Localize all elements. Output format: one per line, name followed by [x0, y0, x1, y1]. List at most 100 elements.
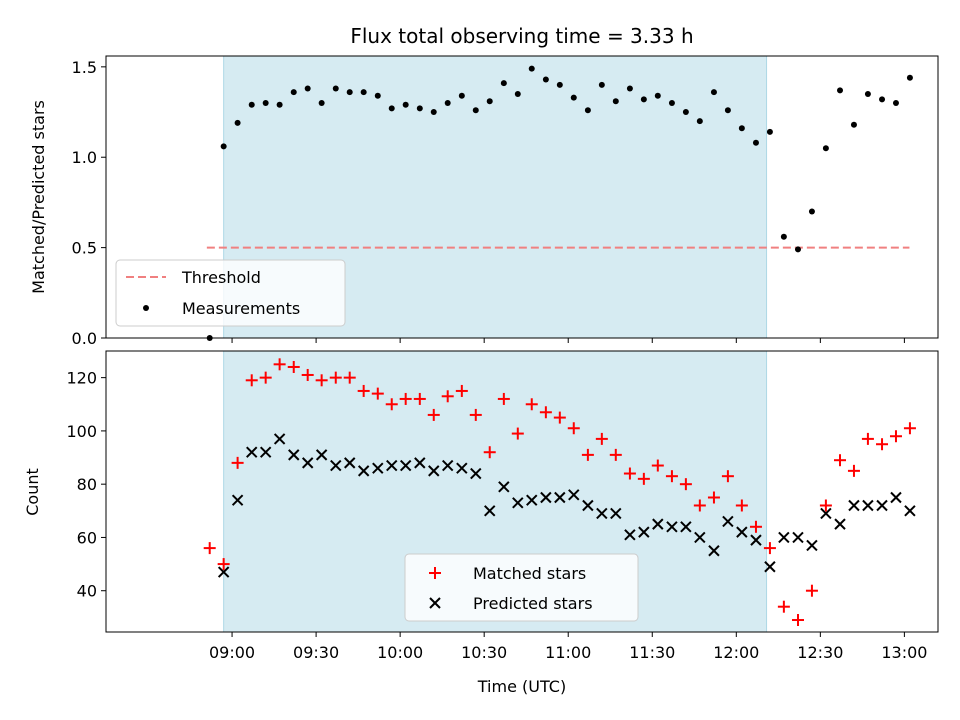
legend-matched-swatch [429, 567, 441, 579]
matched-star-point [553, 411, 566, 424]
matched-star-point [623, 467, 636, 480]
measurement-point [416, 105, 423, 112]
x-tick-label: 09:00 [209, 643, 255, 662]
measurement-point [220, 143, 227, 150]
matched-star-point [497, 392, 510, 405]
predicted-star-point [834, 518, 846, 530]
measurement-point [318, 100, 325, 106]
top-y-axis-label: Matched/Predicted stars [29, 100, 48, 294]
x-tick-label: 10:00 [377, 643, 423, 662]
y-tick-label: 120 [66, 369, 97, 388]
predicted-star-point [414, 457, 426, 469]
x-tick-label: 13:00 [881, 643, 927, 662]
legend-threshold-label: Threshold [181, 268, 261, 287]
matched-star-point [329, 371, 342, 384]
matched-star-point [399, 392, 412, 405]
matched-star-point [371, 387, 384, 400]
predicted-star-point [862, 499, 874, 512]
measurement-point [654, 92, 661, 99]
x-tick-label: 11:00 [545, 643, 591, 662]
matched-star-point [245, 374, 258, 387]
matched-star-point [469, 408, 482, 421]
measurement-point [906, 74, 913, 81]
measurement-point [668, 100, 675, 106]
predicted-star-point [666, 521, 678, 533]
matched-star-point [721, 470, 734, 483]
matched-star-point [819, 499, 832, 512]
measurement-point [542, 76, 549, 83]
predicted-star-point [876, 499, 888, 512]
bottom-axes-frame [105, 350, 939, 633]
matched-star-point [665, 470, 678, 483]
measurement-point [780, 233, 787, 240]
measurement-point [234, 119, 241, 126]
predicted-star-point [512, 497, 524, 509]
predicted-star-point [399, 459, 412, 472]
legend-measurements-swatch [143, 305, 149, 311]
matched-star-point [301, 368, 314, 381]
predicted-star-point [792, 531, 804, 544]
matched-star-point [847, 464, 860, 477]
predicted-star-point [680, 521, 692, 533]
predicted-star-point [540, 491, 552, 504]
predicted-star-point [315, 449, 328, 461]
predicted-star-point [273, 433, 286, 445]
x-tick-label: 11:30 [629, 643, 675, 662]
top-panel: 0.0 0.5 1.0 1.5 Threshold Measurements [72, 55, 939, 348]
measurement-point [528, 65, 535, 72]
predicted-star-point [778, 531, 790, 544]
predicted-star-point [652, 518, 664, 530]
matched-star-point [539, 406, 552, 419]
predicted-star-point [386, 459, 398, 472]
measurement-point [794, 246, 801, 253]
predicted-star-point [484, 505, 496, 517]
matched-star-point [511, 427, 524, 440]
measurement-point [444, 100, 451, 106]
matched-star-point [791, 614, 804, 627]
matched-star-point [259, 371, 272, 384]
measurement-point [570, 94, 577, 101]
y-tick-label: 100 [66, 422, 97, 441]
measurement-point [864, 90, 871, 97]
predicted-star-point [568, 489, 580, 501]
matched-star-point [679, 478, 692, 491]
measurement-point [766, 128, 773, 135]
measurement-point [879, 96, 886, 103]
predicted-star-point [904, 505, 916, 517]
matched-star-point [651, 459, 664, 472]
x-tick-label: 10:30 [461, 643, 507, 662]
measurement-point [346, 89, 353, 96]
matched-star-point [595, 432, 608, 445]
matched-star-point [903, 422, 916, 435]
predicted-star-point [456, 462, 468, 474]
matched-star-point [637, 472, 650, 485]
predicted-star-point [554, 491, 566, 504]
measurement-point [514, 90, 521, 97]
measurement-point [892, 100, 899, 106]
measurement-point [850, 121, 857, 128]
predicted-star-point [217, 566, 230, 578]
matched-star-point [273, 358, 286, 371]
matched-star-point [805, 584, 818, 597]
x-axis-label: Time (UTC) [477, 677, 566, 696]
measurement-point [248, 101, 255, 108]
predicted-star-point [848, 499, 860, 512]
x-tick-label: 12:00 [713, 643, 759, 662]
predicted-star-point [470, 467, 482, 480]
legend-predicted-label: Predicted stars [473, 594, 593, 613]
y-tick-label: 40 [77, 582, 97, 601]
matched-star-point [763, 542, 776, 555]
predicted-star-point [708, 545, 720, 557]
legend-predicted-swatch [429, 597, 441, 609]
matched-star-point [749, 520, 762, 533]
predicted-star-point [498, 481, 510, 493]
matched-star-point [834, 454, 847, 467]
measurement-point [276, 101, 283, 108]
measurement-point [598, 81, 605, 88]
measurement-point [696, 118, 703, 125]
predicted-star-point [330, 459, 342, 472]
predicted-star-point [820, 507, 832, 520]
measurement-point [304, 85, 311, 92]
matched-star-point [609, 448, 622, 461]
